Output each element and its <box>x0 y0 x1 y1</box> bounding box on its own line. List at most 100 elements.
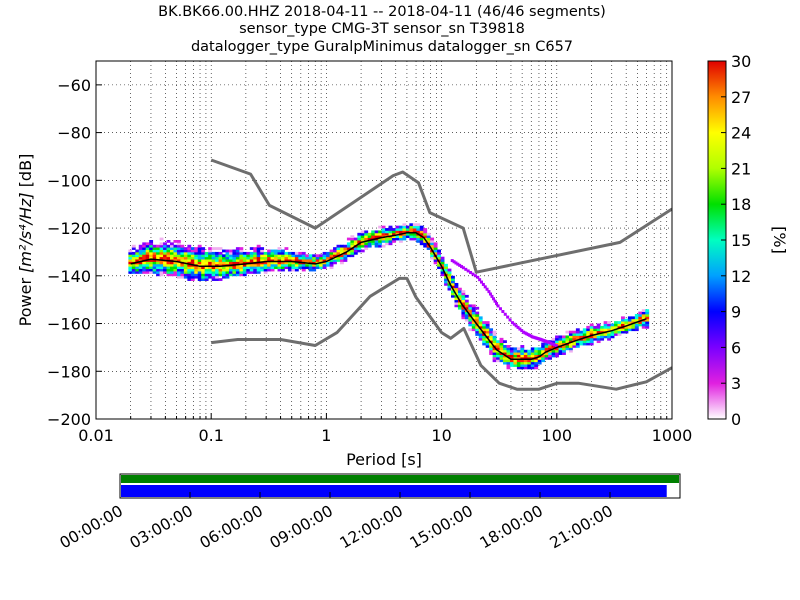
psd-cell <box>183 268 188 272</box>
psd-outlier-cell <box>480 280 483 284</box>
psd-cell <box>575 340 580 344</box>
psd-cell <box>274 266 278 270</box>
psd-cell <box>142 244 147 248</box>
psd-cell <box>235 271 240 274</box>
psd-cell <box>440 263 445 267</box>
psd-cell <box>228 251 233 255</box>
psd-cell <box>135 268 140 272</box>
title-line-3: datalogger_type GuralpMinimus datalogger… <box>191 39 573 55</box>
psd-cell <box>284 261 289 265</box>
psd-cell <box>468 318 473 322</box>
psd-cell <box>586 328 591 332</box>
psd-cell <box>235 256 240 260</box>
psd-cell <box>409 235 414 239</box>
psd-cell <box>641 323 646 327</box>
psd-cell <box>440 268 445 272</box>
psd-cell <box>617 330 622 334</box>
psd-cell <box>551 337 556 341</box>
psd-cell <box>333 251 337 255</box>
y-tick-label: −80 <box>57 124 91 143</box>
psd-cell <box>433 256 438 260</box>
psd-cell <box>346 244 351 248</box>
psd-cell <box>568 349 573 353</box>
psd-cell <box>537 349 542 353</box>
psd-cell <box>242 254 247 258</box>
timeline-tick-label: 09:00:00 <box>267 502 336 552</box>
psd-cell <box>516 349 521 353</box>
psd-cell <box>492 337 497 341</box>
psd-cell <box>294 254 299 258</box>
psd-cell <box>492 356 497 360</box>
psd-cell <box>149 271 154 274</box>
psd-cell <box>454 297 459 301</box>
psd-cell <box>381 232 386 236</box>
psd-cell <box>138 261 143 265</box>
psd-cell <box>128 266 133 270</box>
psd-cell <box>548 354 553 358</box>
psd-cell <box>301 263 306 267</box>
psd-cell <box>444 266 448 270</box>
psd-cell <box>201 271 206 274</box>
psd-cell <box>430 251 435 255</box>
psd-cell <box>159 242 164 246</box>
psd-cell <box>225 271 230 274</box>
psd-cell <box>180 266 185 270</box>
psd-cell <box>190 261 195 265</box>
psd-cell <box>471 325 476 329</box>
psd-cell <box>215 259 219 262</box>
psd-cell <box>520 354 525 358</box>
psd-cell <box>405 228 410 231</box>
psd-cell <box>197 247 202 250</box>
psd-cell <box>249 271 254 274</box>
psd-cell <box>548 356 553 360</box>
psd-cell <box>468 316 473 320</box>
psd-cell <box>412 225 417 229</box>
psd-cell <box>159 251 164 255</box>
psd-cell <box>201 273 206 277</box>
psd-outlier-cell <box>551 342 555 346</box>
psd-cell <box>603 335 608 339</box>
psd-cell <box>131 251 136 255</box>
psd-cell <box>329 261 334 265</box>
psd-cell <box>398 225 403 229</box>
psd-cell <box>513 347 518 351</box>
timeline-ticks: 00:00:00 03:00:00 06:00:00 09:00:00 12:00:00… <box>57 492 616 552</box>
psd-cell <box>253 249 258 253</box>
psd-cell <box>232 271 237 274</box>
psd-cell <box>471 313 476 317</box>
psd-cell <box>336 251 341 255</box>
psd-cell <box>211 261 216 265</box>
psd-cell <box>131 244 136 248</box>
psd-cell <box>152 268 157 272</box>
psd-cell <box>426 240 431 243</box>
psd-cell <box>263 251 268 255</box>
timeline-green-coverage-bar <box>121 475 679 483</box>
psd-cell <box>558 340 563 344</box>
psd-cell <box>496 345 500 348</box>
psd-cell <box>190 251 195 255</box>
psd-cell <box>506 361 511 365</box>
psd-cell <box>471 328 476 332</box>
psd-cell <box>360 249 365 253</box>
psd-cell <box>496 347 500 351</box>
psd-cell <box>492 340 497 344</box>
psd-cell <box>208 254 213 258</box>
psd-outlier-cell <box>476 275 480 279</box>
psd-cell <box>277 266 282 270</box>
psd-cell <box>416 235 421 239</box>
psd-cell <box>506 359 511 363</box>
psd-cell <box>568 335 573 339</box>
psd-cell <box>222 261 226 265</box>
psd-cell <box>253 271 258 274</box>
psd-cell <box>333 247 337 250</box>
psd-cell <box>246 263 251 267</box>
psd-cell <box>534 347 539 351</box>
psd-outlier-cell <box>529 334 533 338</box>
psd-outlier-cell <box>498 307 502 311</box>
psd-outlier-cell <box>452 260 456 264</box>
psd-cell <box>412 223 417 227</box>
psd-outlier-cell <box>460 265 464 269</box>
psd-cell <box>350 242 355 246</box>
psd-cell <box>194 271 199 274</box>
psd-cell <box>315 254 320 258</box>
